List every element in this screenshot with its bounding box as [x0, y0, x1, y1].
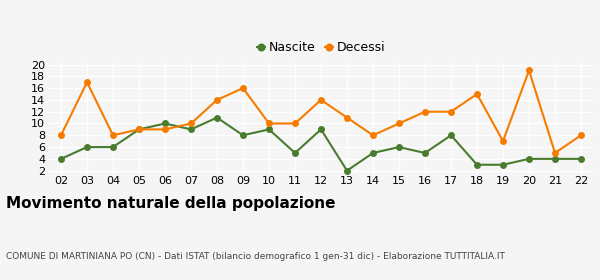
Nascite: [421, 151, 428, 155]
Nascite: [58, 157, 65, 160]
Decessi: [292, 122, 299, 125]
Nascite: [448, 134, 455, 137]
Nascite: [136, 128, 143, 131]
Decessi: [343, 116, 350, 119]
Nascite: [109, 145, 116, 149]
Nascite: [187, 128, 194, 131]
Legend: Nascite, Decessi: Nascite, Decessi: [252, 36, 390, 59]
Nascite: [214, 116, 221, 119]
Decessi: [239, 87, 247, 90]
Decessi: [109, 134, 116, 137]
Nascite: [370, 151, 377, 155]
Nascite: [473, 163, 481, 166]
Decessi: [526, 69, 533, 72]
Decessi: [58, 134, 65, 137]
Nascite: [161, 122, 169, 125]
Decessi: [83, 81, 91, 84]
Decessi: [214, 98, 221, 102]
Nascite: [577, 157, 584, 160]
Decessi: [395, 122, 403, 125]
Nascite: [83, 145, 91, 149]
Decessi: [473, 92, 481, 96]
Nascite: [499, 163, 506, 166]
Decessi: [448, 110, 455, 113]
Nascite: [239, 134, 247, 137]
Decessi: [187, 122, 194, 125]
Nascite: [395, 145, 403, 149]
Decessi: [577, 134, 584, 137]
Text: Movimento naturale della popolazione: Movimento naturale della popolazione: [6, 196, 335, 211]
Nascite: [551, 157, 559, 160]
Decessi: [136, 128, 143, 131]
Decessi: [317, 98, 325, 102]
Decessi: [499, 139, 506, 143]
Nascite: [526, 157, 533, 160]
Decessi: [265, 122, 272, 125]
Nascite: [343, 169, 350, 172]
Decessi: [161, 128, 169, 131]
Line: Nascite: Nascite: [58, 115, 584, 173]
Text: COMUNE DI MARTINIANA PO (CN) - Dati ISTAT (bilancio demografico 1 gen-31 dic) - : COMUNE DI MARTINIANA PO (CN) - Dati ISTA…: [6, 252, 505, 261]
Nascite: [317, 128, 325, 131]
Decessi: [551, 151, 559, 155]
Nascite: [265, 128, 272, 131]
Decessi: [370, 134, 377, 137]
Nascite: [292, 151, 299, 155]
Decessi: [421, 110, 428, 113]
Line: Decessi: Decessi: [58, 68, 584, 156]
